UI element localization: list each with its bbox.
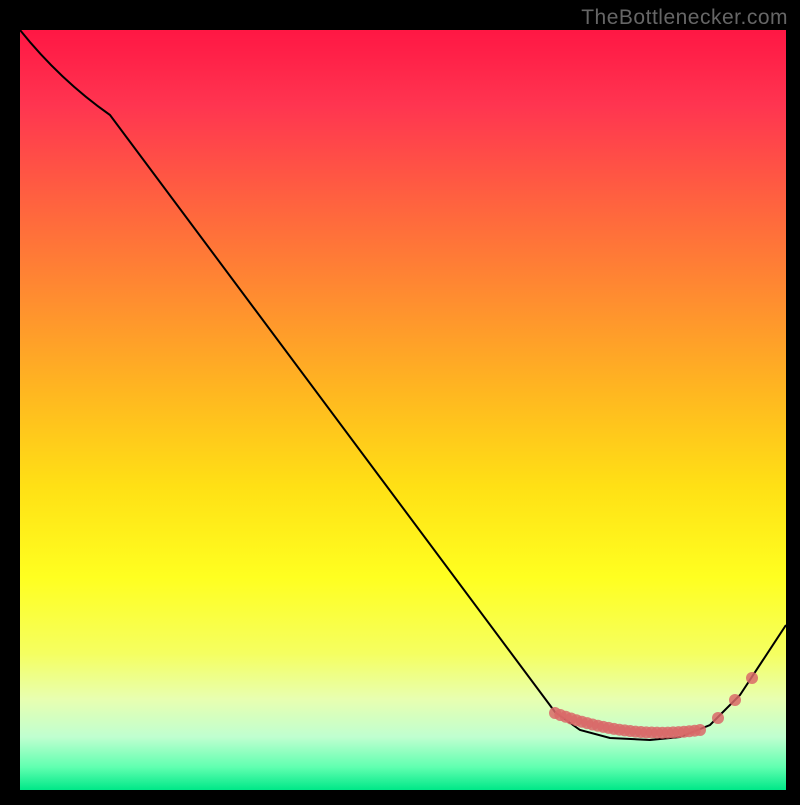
marker-dot: [694, 724, 706, 736]
marker-dot: [712, 712, 724, 724]
watermark-text: TheBottlenecker.com: [581, 6, 788, 30]
marker-dot: [746, 672, 758, 684]
plot-background: [20, 30, 786, 790]
marker-dot: [729, 694, 741, 706]
bottleneck-chart: [0, 0, 800, 800]
chart-container: TheBottlenecker.com: [0, 0, 800, 800]
